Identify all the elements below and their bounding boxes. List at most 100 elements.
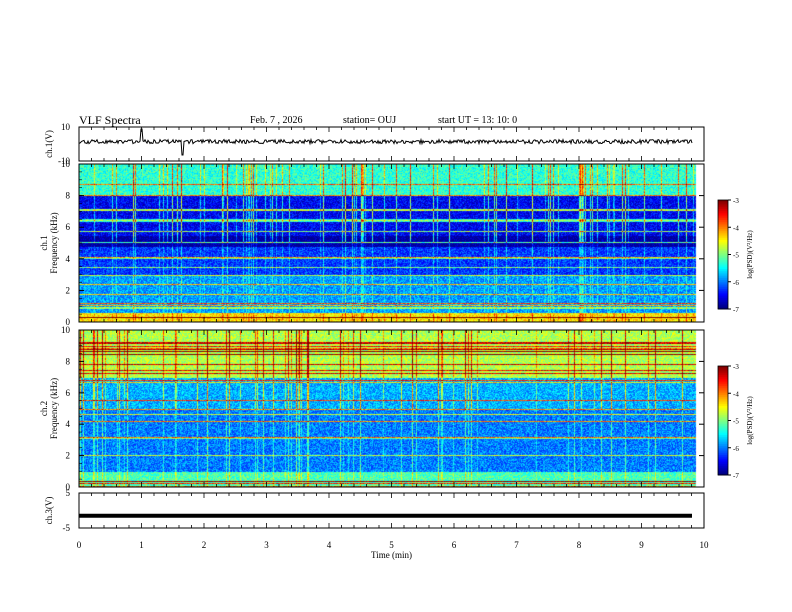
- colorbar-cell-ch1: [718, 249, 728, 252]
- colorbar-cell-ch1: [718, 265, 728, 268]
- y-tick-label-ch1: 6: [66, 222, 71, 232]
- colorbar-cell-ch2: [718, 411, 728, 414]
- colorbar-cell-ch1: [718, 209, 728, 212]
- colorbar-cell-ch2: [718, 389, 728, 392]
- colorbar-cell-ch2: [718, 384, 728, 387]
- colorbar-cell-ch1: [718, 247, 728, 250]
- colorbar-cell-ch2: [718, 433, 728, 436]
- colorbar-cell-ch1: [718, 221, 728, 225]
- colorbar-cell-ch1: [718, 207, 728, 210]
- spectrogram-raster-ch2: [79, 330, 704, 487]
- y-tick-label-ch1: 8: [66, 191, 71, 201]
- colorbar-cell-ch2: [718, 415, 728, 418]
- colorbar-cell-ch2: [718, 460, 728, 463]
- colorbar-cell-ch1: [718, 279, 728, 283]
- colorbar-cell-ch2: [718, 422, 728, 425]
- colorbar-cell-ch2: [718, 367, 728, 371]
- start-time-label: start UT = 13: 10: 0: [438, 115, 518, 126]
- colorbar-cell-ch2: [718, 373, 728, 376]
- colorbar-cell-ch1: [718, 252, 728, 255]
- colorbar-cell-ch2: [718, 473, 728, 476]
- colorbar-cell-ch1: [718, 200, 728, 203]
- colorbar-cell-ch2: [718, 453, 728, 456]
- colorbar-cell-ch1: [718, 241, 728, 245]
- colorbar-tick-label-ch2: -4: [733, 390, 739, 398]
- colorbar-cell-ch2: [718, 438, 728, 441]
- colorbar-cell-ch1: [718, 298, 728, 301]
- colorbar-cell-ch1: [718, 223, 728, 226]
- colorbar-cell-ch2: [718, 471, 728, 474]
- colorbar-cell-ch2: [718, 418, 728, 421]
- colorbar-cell-ch2: [718, 391, 728, 394]
- colorbar-cell-ch1: [718, 225, 728, 228]
- colorbar-cell-ch1: [718, 292, 728, 295]
- colorbar-cell-ch1: [718, 283, 728, 286]
- colorbar-cell-ch1: [718, 299, 728, 303]
- colorbar-cell-ch1: [718, 307, 728, 310]
- colorbar-cell-ch2: [718, 455, 728, 458]
- colorbar-cell-ch2: [718, 431, 728, 434]
- colorbar-cell-ch1: [718, 205, 728, 208]
- colorbar-cell-ch2: [718, 404, 728, 407]
- colorbar-cell-ch2: [718, 435, 728, 438]
- colorbar-cell-ch2: [718, 393, 728, 396]
- station-label: station= OUJ: [343, 115, 397, 126]
- colorbar-cell-ch1: [718, 267, 728, 270]
- colorbar-cell-ch2: [718, 402, 728, 405]
- colorbar-cell-ch2: [718, 425, 728, 429]
- x-tick-label: 3: [264, 540, 269, 550]
- colorbar-cell-ch1: [718, 263, 728, 266]
- spectrogram-raster-ch1: [79, 164, 704, 322]
- ylabel-frequency-ch2: Frequency (kHz): [49, 378, 59, 439]
- colorbar-cell-ch1: [718, 230, 728, 234]
- colorbar-cell-ch2: [718, 369, 728, 372]
- colorbar-cell-ch2: [718, 405, 728, 409]
- colorbar-label-ch1: log(PSD)(V²/Hz): [746, 230, 754, 279]
- y-tick-label-ch2: 4: [66, 419, 71, 429]
- colorbar-cell-ch2: [718, 376, 728, 380]
- colorbar-tick-label-ch2: -6: [733, 445, 739, 453]
- colorbar-cell-ch1: [718, 294, 728, 297]
- colorbar-cell-ch2: [718, 440, 728, 443]
- ylabel-channel-ch2: ch.2: [39, 401, 49, 416]
- colorbar-cell-ch1: [718, 272, 728, 275]
- colorbar-cell-ch2: [718, 447, 728, 451]
- ch1-ytick-bottom: -10: [58, 156, 70, 166]
- colorbar-cell-ch1: [718, 303, 728, 306]
- colorbar-cell-ch2: [718, 444, 728, 447]
- colorbar-cell-ch2: [718, 371, 728, 374]
- colorbar-cell-ch1: [718, 229, 728, 232]
- figure-title: VLF Spectra: [79, 113, 141, 127]
- colorbar-cell-ch1: [718, 287, 728, 290]
- ch3-ytick-bottom: -5: [63, 523, 71, 533]
- colorbar-cell-ch2: [718, 462, 728, 465]
- colorbar-cell-ch1: [718, 278, 728, 281]
- colorbar-cell-ch2: [718, 416, 728, 420]
- colorbar-cell-ch2: [718, 378, 728, 382]
- colorbar-cell-ch2: [718, 464, 728, 467]
- colorbar-cell-ch1: [718, 227, 728, 230]
- ch1-ytick-top: 10: [61, 122, 71, 132]
- colorbar-cell-ch1: [718, 216, 728, 219]
- colorbar-cell-ch1: [718, 239, 728, 243]
- colorbar-cell-ch1: [718, 214, 728, 217]
- colorbar-cell-ch2: [718, 465, 728, 469]
- colorbar-cell-ch2: [718, 366, 728, 369]
- colorbar-cell-ch2: [718, 375, 728, 378]
- ch3-ytick-top: 5: [66, 488, 71, 498]
- colorbar-cell-ch1: [718, 305, 728, 308]
- colorbar-cell-ch2: [718, 420, 728, 423]
- ch3-ylabel: ch.3(V): [44, 497, 54, 525]
- colorbar-cell-ch1: [718, 212, 728, 216]
- ch1-waveform-frame: [78, 126, 705, 162]
- ch3-waveform-frame: [78, 492, 705, 529]
- x-axis-label: Time (min): [371, 550, 412, 560]
- colorbar-cell-ch1: [718, 210, 728, 214]
- x-tick-label: 9: [639, 540, 644, 550]
- ch1-waveform-line: [78, 128, 693, 156]
- colorbar-cell-ch1: [718, 234, 728, 237]
- colorbar-cell-ch2: [718, 429, 728, 432]
- y-tick-label-ch1: 10: [61, 159, 71, 169]
- colorbar-tick-label-ch1: -4: [733, 224, 739, 232]
- colorbar-cell-ch2: [718, 382, 728, 385]
